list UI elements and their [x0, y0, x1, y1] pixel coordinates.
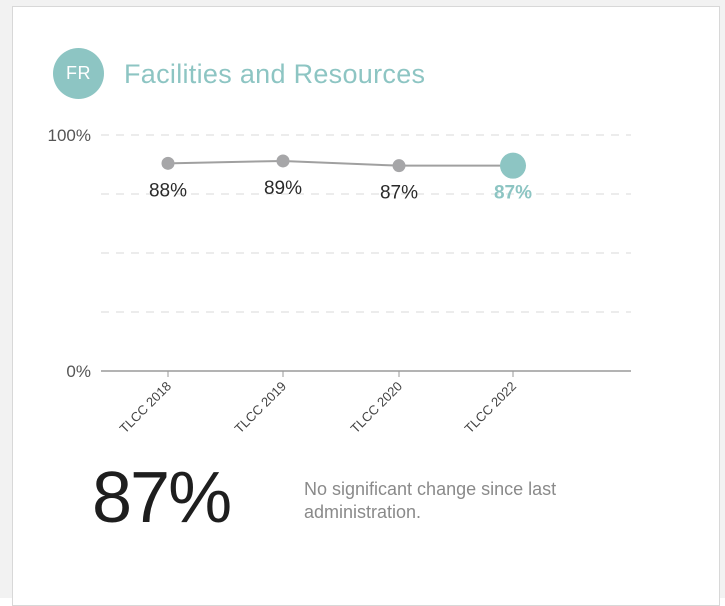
x-tick-label: TLCC 2019 — [232, 379, 290, 437]
data-point-highlight — [500, 152, 526, 179]
data-point — [392, 159, 406, 173]
data-point — [161, 156, 175, 170]
x-tick-label: TLCC 2020 — [348, 379, 406, 437]
badge-label: FR — [66, 63, 91, 83]
data-label: 88% — [149, 180, 187, 201]
chart-card: FR Facilities and Resources 100% 0% TLCC 2… — [12, 6, 720, 606]
summary-value: 87% — [92, 458, 232, 538]
x-tick-label: TLCC 2018 — [117, 379, 175, 437]
data-label: 89% — [264, 178, 302, 199]
x-tick-label: TLCC 2022 — [462, 379, 520, 437]
data-label: 87% — [380, 183, 418, 204]
summary-note: No significant change since last adminis… — [304, 479, 557, 523]
y-tick-label: 100% — [48, 126, 91, 145]
series-line — [167, 159, 513, 167]
y-tick-label: 0% — [66, 362, 91, 381]
line-chart: 100% 0% TLCC 2018 TLCC 2019 TLCC 2020 TLCC 20… — [48, 126, 631, 437]
chart-title: Facilities and Resources — [124, 59, 426, 89]
data-label: 87% — [494, 183, 532, 204]
category-badge: FR — [53, 48, 104, 99]
data-point — [276, 154, 290, 168]
